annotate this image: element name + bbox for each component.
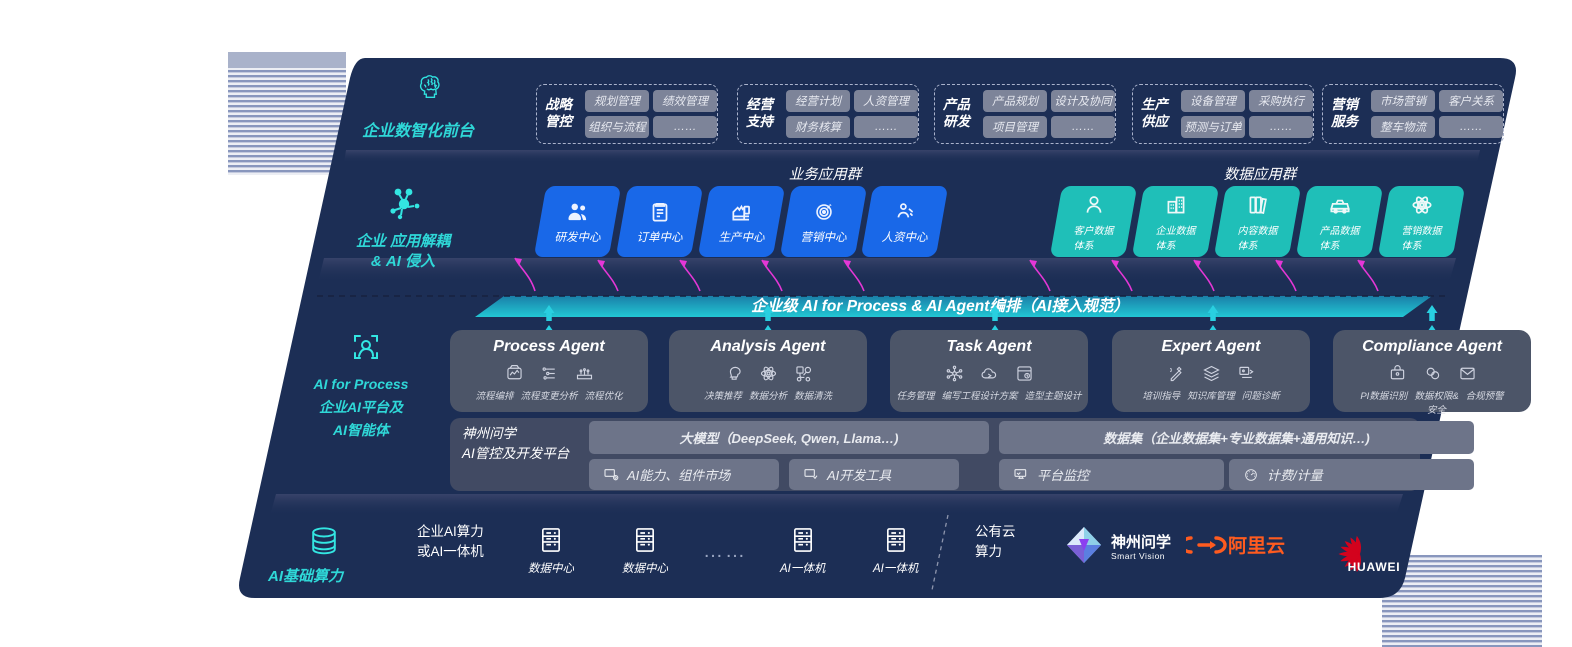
svg-text:Smart Vision: Smart Vision xyxy=(1111,551,1165,561)
svg-text:神州问学: 神州问学 xyxy=(1111,533,1171,551)
svg-text:阿里云: 阿里云 xyxy=(1228,535,1285,557)
